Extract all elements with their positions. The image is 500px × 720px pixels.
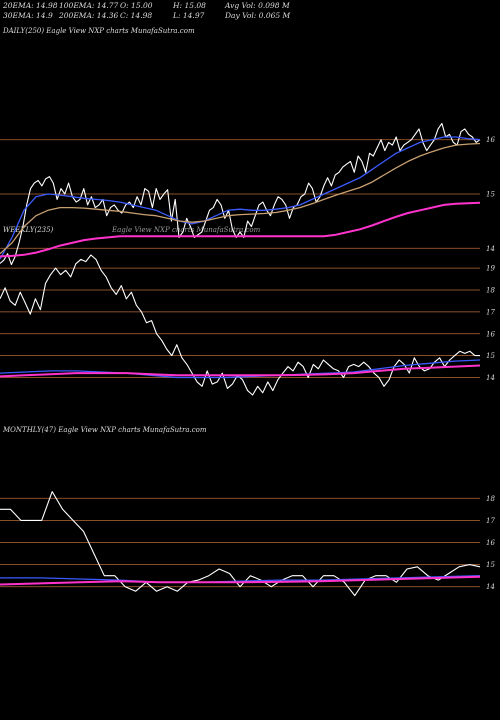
daily-panel-label: DAILY(250) Eagle View NXP charts MunafaS… <box>3 27 195 35</box>
daily-tick-label: 15 <box>486 191 495 199</box>
monthly-panel-label: MONTHLY(47) Eagle View NXP charts Munafa… <box>3 426 207 434</box>
ema20-label: 20EMA: 14.98 <box>3 1 58 10</box>
daily-tick-label: 14 <box>486 245 495 253</box>
low-label: L: 14.97 <box>173 11 205 20</box>
weekly-tick-label: 14 <box>486 374 495 382</box>
monthly-price-line <box>0 491 481 597</box>
monthly-tick-label: 14 <box>486 583 495 591</box>
weekly-tick-label: 15 <box>486 352 495 360</box>
monthly-ema-blue-line <box>0 575 481 583</box>
ema200-label: 200EMA: 14.36 <box>59 11 119 20</box>
weekly-ema-blue-line <box>0 359 481 379</box>
weekly-tick-label: 18 <box>486 287 495 295</box>
avg-vol-label: Avg Vol: 0.098 M <box>225 1 290 10</box>
weekly-panel-label: WEEKLY(235) <box>3 226 54 234</box>
weekly-watermark: Eagle View NXP charts MunafaSutra.com <box>112 226 261 234</box>
daily-ema-mid-line <box>0 142 481 255</box>
weekly-ema-magenta-line <box>0 364 481 378</box>
monthly-tick-label: 18 <box>486 495 495 503</box>
ema30-label: 30EMA: 14.9 <box>3 11 53 20</box>
daily-tick-label: 16 <box>486 136 495 144</box>
weekly-tick-label: 19 <box>486 265 495 273</box>
daily-price-line <box>0 122 481 266</box>
ema100-label: 100EMA: 14.77 <box>59 1 119 10</box>
monthly-ema-magenta-line <box>0 575 481 586</box>
monthly-tick-label: 15 <box>486 561 495 569</box>
high-label: H: 15.08 <box>173 1 206 10</box>
daily-ema-slow-line <box>0 201 481 258</box>
close-label: C: 14.98 <box>120 11 153 20</box>
day-vol-label: Day Vol: 0.065 M <box>225 11 291 20</box>
weekly-tick-label: 17 <box>486 308 495 316</box>
weekly-tick-label: 16 <box>486 330 495 338</box>
daily-ema-fast-line <box>0 136 481 260</box>
monthly-tick-label: 17 <box>486 517 495 525</box>
open-label: O: 15.00 <box>120 1 153 10</box>
monthly-tick-label: 16 <box>486 539 495 547</box>
